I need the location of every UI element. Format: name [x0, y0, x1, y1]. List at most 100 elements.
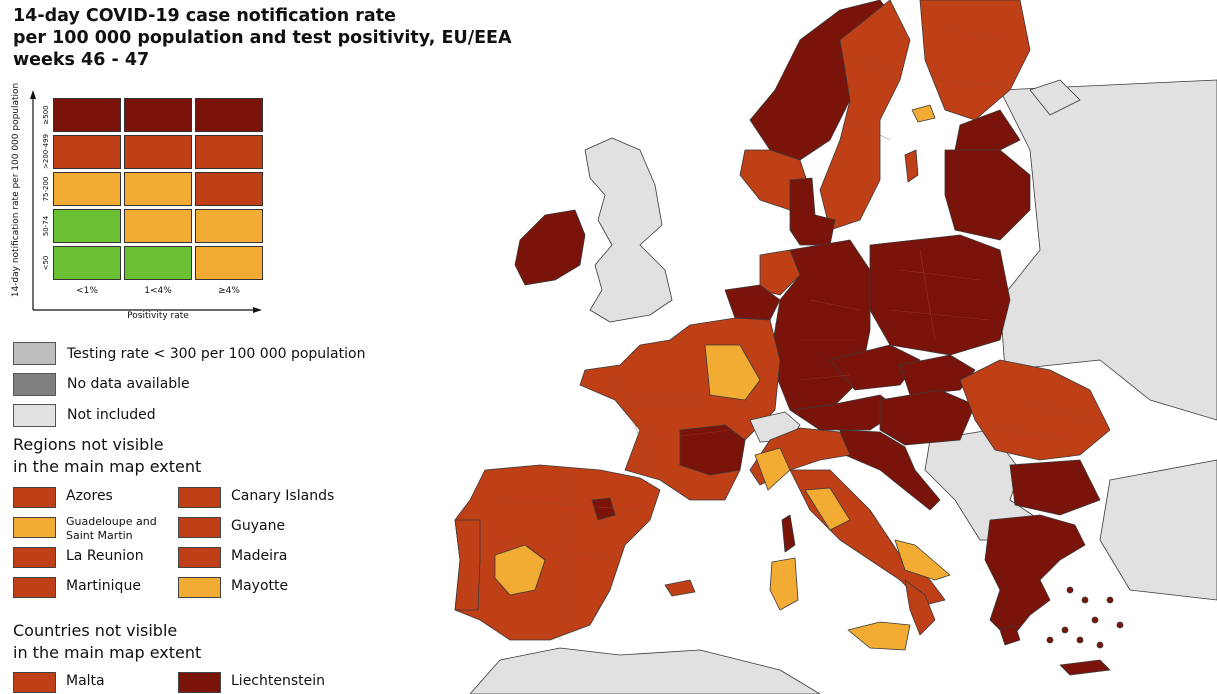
title-line-1: 14-day COVID-19 case notification rate: [13, 6, 396, 26]
matrix-cell: [124, 98, 192, 132]
admin-border-line: [489, 539, 621, 561]
matrix-cell: [53, 172, 121, 206]
region-swatch: [13, 517, 56, 538]
admin-border-line: [889, 309, 991, 321]
region-label: Guyane: [231, 518, 286, 534]
countries-heading-line-2: in the main map extent: [13, 643, 202, 662]
corsica-shape: [781, 514, 796, 553]
matrix-axes: [30, 90, 262, 313]
region-swatch: [13, 577, 56, 598]
region-swatch: [178, 547, 221, 568]
turkey-shape: [1099, 459, 1217, 601]
spain-shape: [454, 464, 661, 641]
island-mark: [1116, 621, 1124, 629]
baltics-shape: [944, 149, 1031, 241]
matrix-cell: [195, 172, 263, 206]
region-swatch: [13, 672, 56, 693]
france-orange-shape: [704, 344, 761, 401]
island-mark: [1061, 626, 1069, 634]
admin-border-line: [619, 379, 651, 471]
sardinia-shape: [769, 557, 799, 611]
region-label: Guadeloupe and Saint Martin: [66, 515, 157, 542]
region-label: Canary Islands: [231, 488, 335, 504]
matrix-x-axis-label: Positivity rate: [127, 311, 189, 321]
matrix-row-label: ≥500: [42, 105, 50, 125]
matrix-row-label: <50: [42, 255, 50, 271]
portugal-shape: [454, 519, 481, 611]
admin-border-line: [899, 269, 981, 281]
island-mark: [1076, 636, 1084, 644]
admin-border-line: [934, 79, 1001, 86]
sicily-shape: [847, 621, 911, 651]
matrix-cell: [195, 246, 263, 280]
notincluded-label: Not included: [67, 407, 156, 423]
matrix-cell: [195, 209, 263, 243]
matrix-cell: [53, 246, 121, 280]
slovenia-croatia-shape: [839, 429, 941, 511]
matrix-cell: [124, 135, 192, 169]
region-label: Madeira: [231, 548, 288, 564]
admin-border-line: [849, 119, 891, 141]
estonia-shape: [954, 109, 1021, 156]
finland-shape: [919, 0, 1031, 121]
hungary-shape: [879, 389, 976, 446]
region-label: Azores: [66, 488, 113, 504]
region-label: Mayotte: [231, 578, 289, 594]
testing-swatch: [13, 342, 56, 365]
spain-orange-shape: [494, 544, 546, 596]
island-mark: [1081, 596, 1089, 604]
matrix-cell: [53, 209, 121, 243]
netherlands-shape: [759, 249, 801, 296]
spain-dark-shape: [591, 497, 616, 521]
bulgaria-shape: [1009, 459, 1101, 516]
admin-border-line: [859, 59, 901, 81]
iceland-ish-shape: [1029, 79, 1081, 116]
admin-border-line: [809, 299, 861, 311]
matrix-col-label: ≥4%: [218, 286, 240, 296]
region-swatch: [178, 672, 221, 693]
uk-shape: [584, 137, 673, 323]
matrix-cell: [124, 246, 192, 280]
romania-shape: [959, 359, 1111, 461]
cyprus-like-island: [999, 624, 1021, 646]
ireland-shape: [514, 209, 586, 286]
matrix-row-label: 75-200: [42, 176, 50, 202]
region-swatch: [178, 487, 221, 508]
matrix-cell: [53, 98, 121, 132]
island-mark: [1096, 641, 1104, 649]
region-label: Malta: [66, 673, 105, 689]
region-swatch: [178, 577, 221, 598]
admin-border-line: [919, 249, 936, 341]
region-swatch: [13, 487, 56, 508]
matrix-y-axis-label: 14-day notification rate per 100 000 pop…: [11, 82, 21, 298]
crete-shape: [1059, 659, 1111, 676]
nodata-label: No data available: [67, 376, 190, 392]
greece-shape: [984, 514, 1086, 641]
admin-border-line: [949, 29, 1011, 41]
island-mark: [1066, 586, 1074, 594]
poland-shape: [869, 234, 1011, 356]
region-swatch: [13, 547, 56, 568]
title-line-3: weeks 46 - 47: [13, 50, 150, 70]
island-mark: [1046, 636, 1054, 644]
aland-shape: [911, 104, 936, 123]
admin-border-line: [649, 429, 731, 441]
title-line-2: per 100 000 population and test positivi…: [13, 28, 512, 48]
matrix-cell: [124, 172, 192, 206]
france-south-dark-shape: [679, 424, 746, 476]
east-europe-shape: [999, 79, 1217, 421]
matrix-cell: [124, 209, 192, 243]
regions-heading-line-2: in the main map extent: [13, 457, 202, 476]
matrix-cell: [195, 98, 263, 132]
italy-boot-shape: [904, 579, 936, 636]
map-title: 14-day COVID-19 case notification rate p…: [13, 5, 533, 71]
matrix-col-label: <1%: [76, 286, 98, 296]
island-mark: [1106, 596, 1114, 604]
countries-heading: Countries not visible in the main map ex…: [13, 620, 201, 664]
region-label: Martinique: [66, 578, 141, 594]
north-africa-shape: [469, 647, 821, 694]
admin-border-line: [499, 499, 641, 511]
italy-south-orange-shape: [894, 539, 951, 581]
region-label: La Reunion: [66, 548, 144, 564]
